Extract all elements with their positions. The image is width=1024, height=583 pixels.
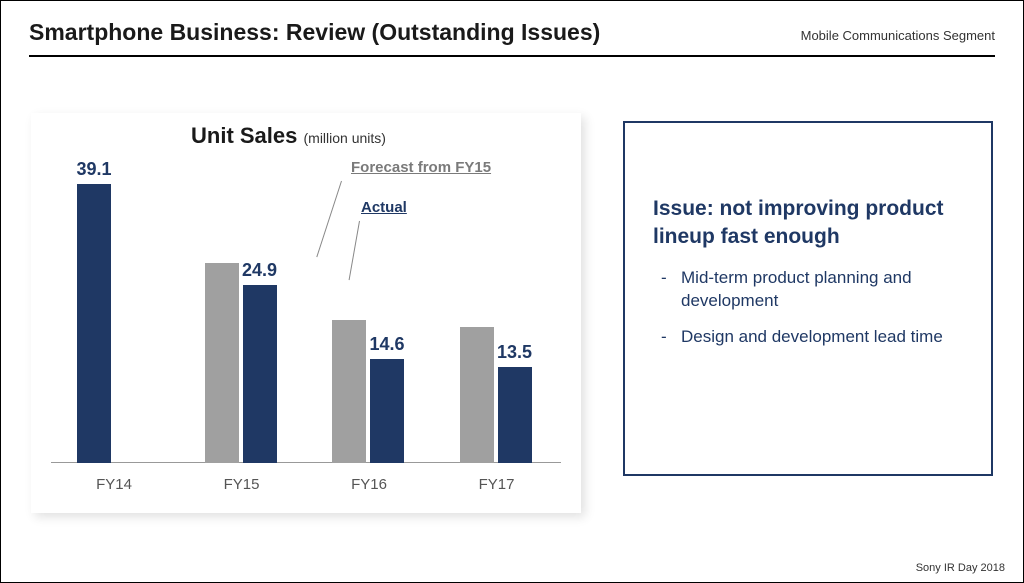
chart-subtitle: (million units) <box>304 130 386 146</box>
issue-list: Mid-term product planning and developmen… <box>653 266 969 349</box>
bar-group: 14.6FY16 <box>324 163 452 463</box>
issue-bullet: Mid-term product planning and developmen… <box>671 266 969 314</box>
issue-bullet: Design and development lead time <box>671 325 969 349</box>
x-axis-label: FY16 <box>324 476 414 493</box>
chart-title: Unit Sales (million units) <box>191 123 386 149</box>
bar-group: 24.9FY15 <box>197 163 325 463</box>
slide-footer: Sony IR Day 2018 <box>916 562 1005 574</box>
bar-forecast <box>205 263 239 463</box>
bar-value-label: 24.9 <box>230 260 290 281</box>
chart-plot-area: 39.1FY1424.9FY1514.6FY1613.5FY17 <box>51 163 561 463</box>
chart-title-text: Unit Sales <box>191 123 297 148</box>
x-axis-label: FY17 <box>452 476 542 493</box>
bar-actual <box>370 359 404 463</box>
bar-group: 13.5FY17 <box>452 163 580 463</box>
bar-actual <box>77 184 111 463</box>
bar-value-label: 39.1 <box>64 159 124 180</box>
x-axis-label: FY15 <box>197 476 287 493</box>
segment-label: Mobile Communications Segment <box>801 28 995 43</box>
unit-sales-chart: Unit Sales (million units) Forecast from… <box>31 113 581 513</box>
bar-actual <box>498 367 532 463</box>
issue-box: Issue: not improving product lineup fast… <box>623 121 993 476</box>
bar-group: 39.1FY14 <box>69 163 197 463</box>
x-axis-label: FY14 <box>69 476 159 493</box>
bar-value-label: 13.5 <box>485 342 545 363</box>
issue-title: Issue: not improving product lineup fast… <box>653 195 969 252</box>
slide-header: Smartphone Business: Review (Outstanding… <box>29 19 995 57</box>
bar-value-label: 14.6 <box>357 334 417 355</box>
slide-title: Smartphone Business: Review (Outstanding… <box>29 19 600 46</box>
bar-actual <box>243 285 277 463</box>
